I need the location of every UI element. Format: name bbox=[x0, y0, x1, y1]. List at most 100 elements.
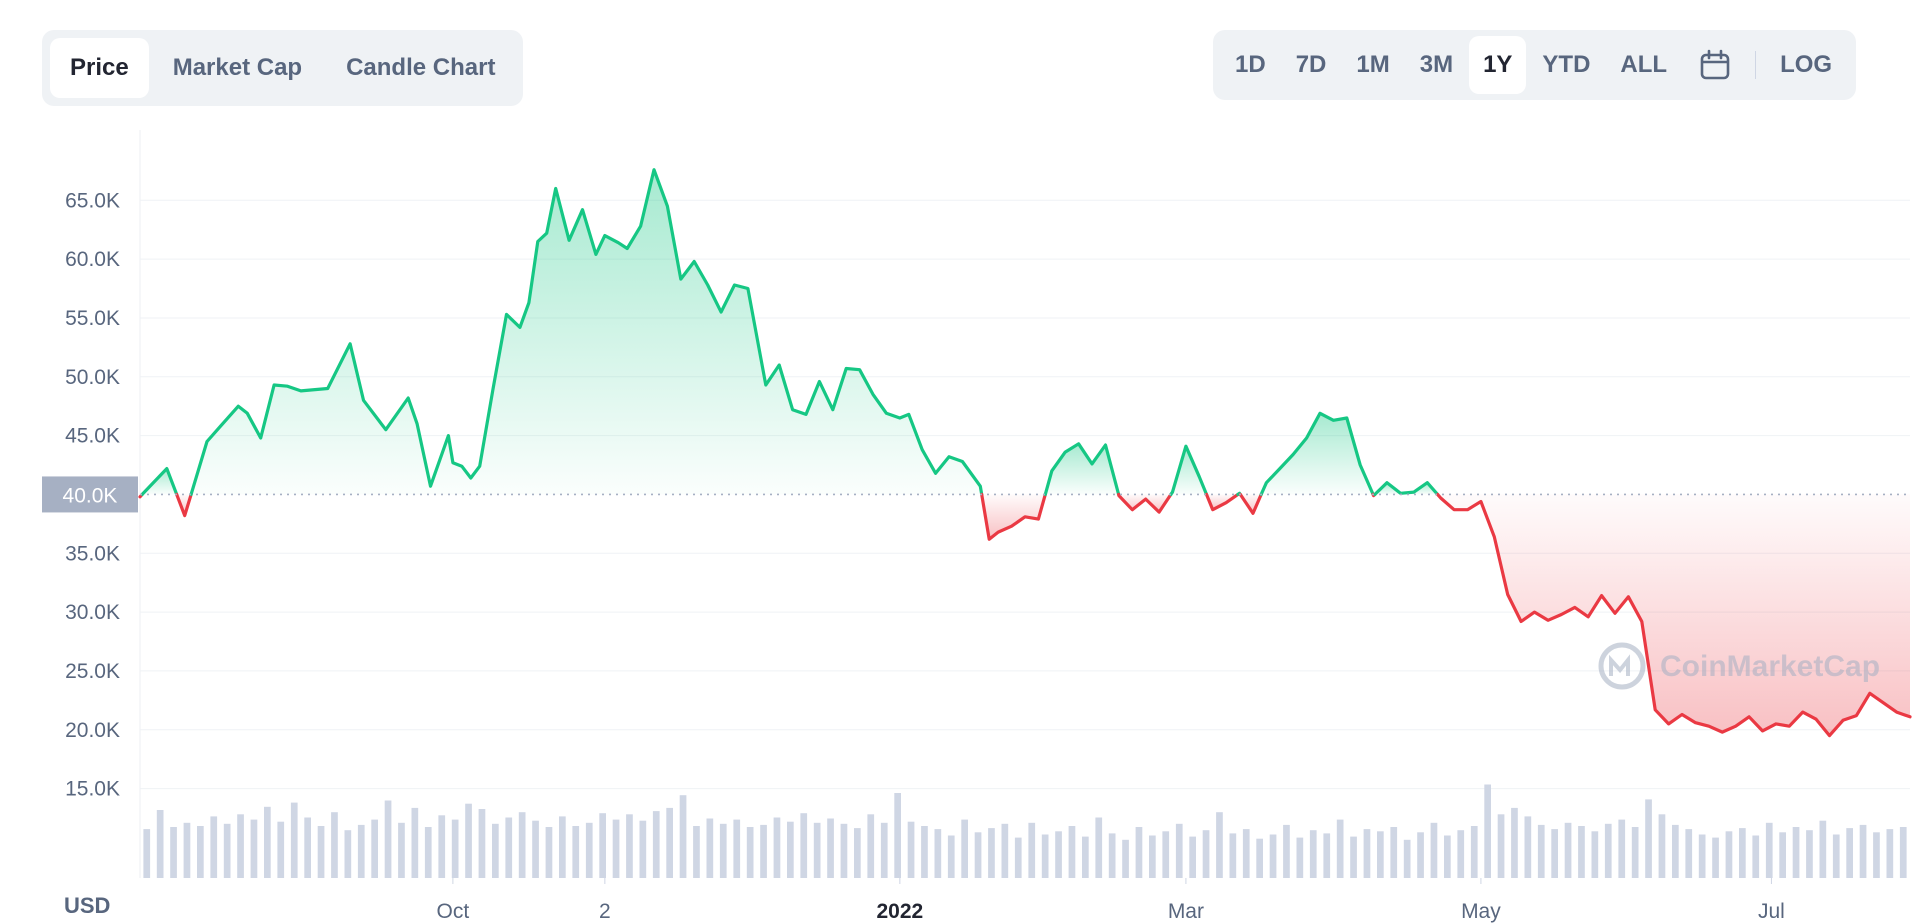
volume-bar bbox=[907, 821, 915, 878]
volume-bar bbox=[1336, 819, 1344, 878]
range-1m[interactable]: 1M bbox=[1356, 51, 1390, 78]
price-line-up bbox=[1169, 444, 1209, 496]
volume-bar bbox=[1859, 824, 1867, 878]
volume-bar bbox=[384, 800, 392, 878]
volume-bar bbox=[1591, 831, 1599, 878]
volume-bar bbox=[1028, 822, 1036, 878]
range-all[interactable]: ALL bbox=[1620, 51, 1668, 78]
volume-bar bbox=[1497, 814, 1505, 878]
price-line-down bbox=[1238, 492, 1263, 515]
volume-bar bbox=[183, 822, 191, 878]
volume-bar bbox=[894, 793, 901, 878]
volume-bar bbox=[1350, 836, 1357, 878]
volume-bar bbox=[170, 827, 177, 878]
volume-bar bbox=[572, 826, 580, 878]
x-tick-label: Mar bbox=[1168, 900, 1204, 923]
volume-bar bbox=[1873, 832, 1880, 878]
volume-bar bbox=[947, 835, 955, 878]
volume-bar bbox=[1001, 823, 1009, 878]
log-scale-toggle[interactable]: LOG bbox=[1780, 51, 1833, 78]
baseline-label: 40.0K bbox=[63, 484, 118, 507]
x-tick-label: 2022 bbox=[876, 900, 923, 923]
x-axis-labels: Oct 2 2022 Mar May Jul bbox=[437, 878, 1785, 923]
volume-bar bbox=[693, 826, 700, 878]
range-3m[interactable]: 3M bbox=[1419, 51, 1454, 78]
volume-bar bbox=[492, 823, 499, 878]
volume-bar bbox=[1417, 832, 1424, 878]
volume-bar bbox=[880, 822, 888, 878]
volume-bar bbox=[1551, 829, 1558, 878]
y-tick-label: 50.0K bbox=[65, 366, 120, 389]
volume-bar bbox=[290, 802, 298, 878]
range-1y[interactable]: 1Y bbox=[1469, 36, 1527, 94]
volume-bar bbox=[478, 809, 486, 878]
x-tick-label: 2 bbox=[599, 900, 611, 923]
range-7d[interactable]: 7D bbox=[1295, 51, 1327, 78]
tab-candle-chart[interactable]: Candle Chart bbox=[346, 54, 496, 81]
volume-bars bbox=[143, 784, 1907, 878]
volume-bar bbox=[371, 819, 378, 878]
volume-bar bbox=[532, 820, 539, 878]
price-line-down bbox=[1116, 492, 1173, 514]
volume-bar bbox=[1377, 831, 1384, 878]
range-ytd[interactable]: YTD bbox=[1542, 51, 1591, 78]
volume-bar bbox=[518, 812, 526, 878]
volume-bar bbox=[1658, 814, 1666, 878]
volume-bar bbox=[1041, 834, 1049, 878]
y-tick-label: 45.0K bbox=[65, 425, 120, 448]
volume-bar bbox=[505, 817, 513, 878]
price-line-up bbox=[1043, 442, 1121, 496]
volume-bar bbox=[1175, 823, 1183, 878]
volume-bar bbox=[1511, 807, 1518, 878]
volume-bar bbox=[719, 823, 727, 878]
volume-bar bbox=[1108, 833, 1116, 878]
area-up bbox=[1170, 446, 1207, 495]
x-tick-label: Oct bbox=[437, 900, 470, 923]
volume-bar bbox=[1752, 835, 1760, 878]
volume-bar bbox=[1739, 828, 1746, 878]
volume-bar bbox=[840, 823, 848, 878]
volume-bar bbox=[1564, 822, 1572, 878]
volume-bar bbox=[1135, 827, 1143, 878]
volume-bar bbox=[867, 814, 875, 878]
y-tick-label: 15.0K bbox=[65, 778, 120, 801]
volume-bar bbox=[934, 829, 942, 878]
volume-bar bbox=[1189, 836, 1196, 878]
volume-bar bbox=[1765, 822, 1773, 878]
area-up bbox=[1261, 413, 1374, 495]
volume-bar bbox=[277, 821, 285, 878]
tab-market-cap[interactable]: Market Cap bbox=[172, 54, 303, 81]
volume-bar bbox=[1672, 824, 1679, 878]
volume-bar bbox=[1604, 823, 1612, 878]
calendar-icon[interactable] bbox=[1683, 36, 1747, 94]
area-up bbox=[191, 169, 982, 495]
tab-price[interactable]: Price bbox=[50, 38, 149, 98]
logo-mark bbox=[1609, 654, 1630, 676]
volume-bar bbox=[1444, 835, 1451, 878]
price-line-down bbox=[175, 492, 193, 518]
volume-bar bbox=[1202, 830, 1210, 878]
y-tick-label: 55.0K bbox=[65, 307, 120, 330]
volume-bar bbox=[1242, 829, 1250, 878]
volume-bar bbox=[264, 806, 271, 878]
calendar-icon-graphic bbox=[1700, 49, 1730, 80]
area-down bbox=[1240, 494, 1262, 514]
volume-bar bbox=[223, 823, 231, 878]
volume-bar bbox=[666, 807, 673, 878]
volume-bar bbox=[424, 827, 432, 878]
volume-bar bbox=[1095, 817, 1103, 878]
volume-bar bbox=[210, 816, 218, 878]
volume-bar bbox=[585, 822, 593, 878]
volume-bar bbox=[1430, 822, 1438, 878]
range-1d[interactable]: 1D bbox=[1235, 51, 1266, 78]
volume-bar bbox=[545, 827, 553, 878]
volume-bar bbox=[1806, 830, 1813, 878]
volume-bar bbox=[800, 813, 808, 878]
x-tick-label: May bbox=[1461, 900, 1501, 923]
volume-bar bbox=[1149, 835, 1156, 878]
volume-bar bbox=[961, 819, 968, 878]
volume-bar bbox=[773, 817, 781, 878]
chart-tabs: Price Market Cap Candle Chart bbox=[42, 30, 524, 106]
y-tick-label: 35.0K bbox=[65, 542, 120, 565]
volume-bar bbox=[411, 807, 419, 878]
